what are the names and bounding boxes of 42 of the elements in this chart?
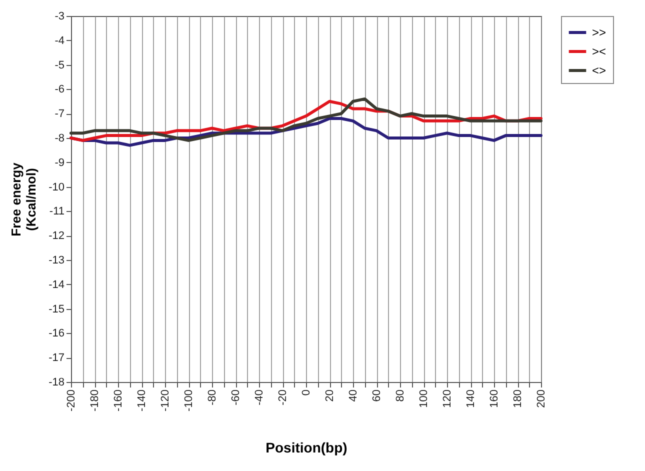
- y-axis-title: Free energy (Kcal/mol): [8, 162, 39, 236]
- x-tick-label: -200: [66, 390, 78, 412]
- legend-label: >>: [592, 26, 606, 40]
- x-tick-label: 40: [348, 390, 360, 402]
- y-tick-label: -15: [48, 303, 64, 316]
- y-tick-label: -6: [54, 84, 64, 96]
- y-tick-label: -11: [49, 206, 64, 218]
- x-tick-label: 80: [394, 390, 406, 402]
- x-tick-label: -20: [277, 390, 289, 406]
- y-tick-label: -18: [48, 376, 64, 388]
- x-tick-label: -140: [136, 390, 148, 412]
- y-tick-label: -14: [48, 278, 64, 291]
- legend-label: <>: [592, 64, 606, 78]
- y-tick-label: -9: [54, 156, 64, 169]
- y-tick-label: -7: [54, 108, 64, 120]
- x-tick-label: -100: [183, 390, 195, 412]
- y-tick-label: -10: [48, 181, 64, 194]
- x-tick-label: -80: [206, 390, 218, 406]
- y-tick-label: -13: [48, 254, 64, 266]
- y-tick-label: -17: [48, 352, 64, 364]
- x-tick-label: -40: [254, 390, 266, 406]
- y-tick-label: -3: [54, 10, 64, 22]
- x-tick-label: 0: [300, 390, 312, 396]
- x-tick-label: 120: [442, 390, 454, 408]
- x-tick-label: -60: [230, 390, 242, 406]
- legend-label: ><: [592, 44, 606, 58]
- y-tick-label: -5: [54, 59, 64, 72]
- y-tick-label: -12: [48, 230, 64, 242]
- x-tick-label: 180: [512, 390, 524, 408]
- x-tick-label: -180: [89, 390, 101, 412]
- x-tick-label: 60: [371, 390, 383, 402]
- x-axis-title: Position(bp): [266, 440, 348, 456]
- x-tick-label: 160: [488, 390, 500, 408]
- x-tick-label: -160: [112, 390, 124, 412]
- x-tick-label: 100: [418, 390, 430, 408]
- y-tick-label: -4: [54, 34, 64, 47]
- x-tick-label: -120: [160, 390, 172, 412]
- x-tick-label: 20: [324, 390, 336, 402]
- x-tick-label: 200: [536, 390, 548, 408]
- x-tick-label: 140: [465, 390, 477, 408]
- y-tick-label: -8: [54, 132, 64, 144]
- y-tick-label: -16: [48, 328, 64, 340]
